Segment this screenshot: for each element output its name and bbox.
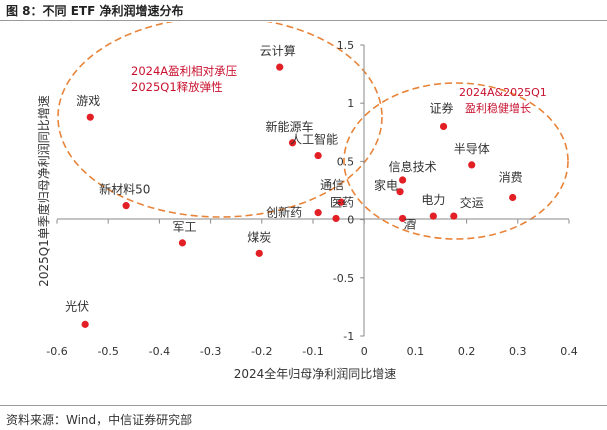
- x-tick-label: 0.3: [509, 345, 527, 358]
- x-tick-label: -0.3: [200, 345, 221, 358]
- x-tick-label: -0.2: [251, 345, 272, 358]
- title-divider: [0, 20, 607, 21]
- data-point: [288, 139, 297, 147]
- scatter-chart: -0.6 -0.5 -0.4 -0.3 -0.2 -0.1 0 0.1 0.2 0.3 0.4 -1…: [36, 22, 578, 381]
- scatter-points: [81, 63, 517, 328]
- data-point-label: 交运: [460, 195, 484, 210]
- source-note: 资料来源：Wind，中信证券研究部: [6, 413, 193, 427]
- pressure-cluster-ellipse: [57, 22, 383, 218]
- data-point-label: 人工智能: [290, 132, 338, 147]
- data-point-label: 医药: [330, 195, 354, 209]
- x-tick-label: -0.6: [46, 345, 67, 358]
- data-point-label: 消费: [499, 170, 523, 184]
- data-point-label: 新能源车: [266, 119, 314, 134]
- y-tick-marks: [360, 44, 365, 337]
- data-point: [429, 212, 437, 220]
- y-tick-label: 1.5: [337, 39, 355, 52]
- data-point: [399, 214, 407, 223]
- data-point-label: 游戏: [76, 94, 100, 108]
- x-tick-label: 0: [361, 345, 368, 358]
- x-tick-label: 0.1: [407, 345, 425, 358]
- data-point-label: 信息技术: [389, 159, 437, 174]
- data-point: [81, 320, 89, 328]
- steady-cluster-ellipse: [343, 82, 569, 240]
- data-point: [255, 249, 263, 257]
- data-point: [468, 161, 476, 169]
- data-point-label: 通信: [320, 178, 344, 192]
- figure-title: 图 8：不同 ETF 净利润增速分布: [6, 4, 184, 18]
- y-tick-label: -1: [343, 330, 354, 343]
- data-point: [337, 198, 345, 206]
- data-point-label: 新材料50: [99, 182, 150, 197]
- left-cluster-annotation-line-1: 2024A盈利相对承压: [131, 64, 237, 78]
- data-point: [509, 193, 517, 202]
- source-divider: [0, 405, 607, 406]
- data-point-label: 酒: [404, 217, 416, 231]
- y-tick-label: -0.5: [333, 272, 354, 285]
- data-point-label: 家电: [374, 178, 398, 193]
- x-axis-title: 2024全年归母净利润同比增速: [234, 366, 397, 381]
- x-tick-label: -0.1: [302, 345, 323, 358]
- x-tick-labels: -0.6 -0.5 -0.4 -0.3 -0.2 -0.1 0 0.1 0.2 0.3 0.4: [46, 345, 577, 358]
- data-point: [86, 113, 94, 121]
- data-point-label: 光伏: [65, 299, 89, 313]
- x-tick-label: -0.5: [97, 345, 118, 358]
- x-tick-label: -0.4: [149, 345, 170, 358]
- data-point-label: 电力: [421, 193, 445, 207]
- x-tick-marks: [56, 219, 570, 224]
- x-tick-label: 0.2: [458, 345, 476, 358]
- y-tick-labels: -1 -0.5 0 0.5 1 1.5: [333, 39, 354, 343]
- data-point-label: 半导体: [454, 142, 490, 156]
- data-point: [122, 202, 130, 210]
- data-point: [276, 63, 284, 71]
- data-point-label: 创新药: [266, 205, 302, 220]
- data-point: [314, 151, 322, 160]
- data-point: [450, 212, 458, 220]
- data-point: [396, 188, 404, 196]
- y-tick-label: 0: [347, 214, 354, 227]
- data-point-label: 军工: [172, 220, 196, 234]
- data-point: [332, 214, 340, 223]
- right-cluster-annotation-line-2: 盈利稳健增长: [465, 101, 531, 115]
- right-cluster-annotation-line-1: 2024A&2025Q1: [459, 86, 547, 99]
- y-tick-label: 1: [347, 97, 354, 110]
- data-point: [314, 209, 322, 217]
- data-point-label: 煤炭: [247, 230, 271, 244]
- y-tick-label: 0.5: [337, 155, 355, 168]
- data-point: [399, 176, 407, 184]
- y-axis-title: 2025Q1单季度归母净利润同比增速: [36, 95, 51, 287]
- data-point-label: 证券: [430, 100, 454, 115]
- data-point: [178, 239, 187, 247]
- data-point-label: 云计算: [260, 43, 296, 58]
- left-cluster-annotation-line-2: 2025Q1释放弹性: [131, 80, 223, 94]
- x-tick-label: 0.4: [560, 345, 578, 358]
- data-point: [439, 122, 448, 131]
